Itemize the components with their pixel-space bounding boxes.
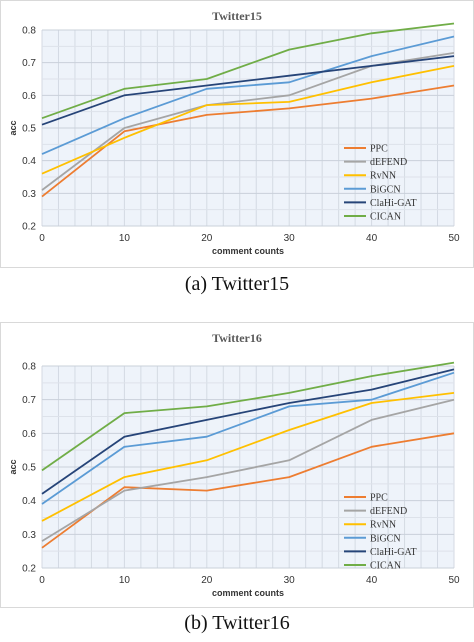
legend-label-bigcn: BiGCN (370, 184, 401, 195)
chart-twitter15: Twitter15 0.2 0.3 0.4 0.5 0.6 0.7 0.8 0 10 20 30 40 5… (0, 0, 474, 268)
chart-panel-twitter16: Twitter16 0.2 0.3 0.4 0.5 0.6 0.7 0.8 0 10 20 30 40 5… (0, 322, 474, 608)
legend-label-defend: dEFEND (370, 506, 407, 517)
x-axis-label: comment counts (212, 588, 284, 598)
series-line-cican (41, 361, 455, 472)
series-line-clahi-gat (41, 55, 455, 126)
y-tick-label: 0.7 (22, 395, 36, 406)
x-tick-label: 50 (448, 233, 460, 244)
x-tick-label: 50 (448, 575, 460, 586)
y-tick-label: 0.6 (22, 91, 36, 102)
x-tick-label: 10 (119, 233, 131, 244)
x-tick-label: 0 (39, 233, 45, 244)
legend-label-clahi-gat: ClaHi-GAT (370, 547, 417, 558)
series-line-bigcn (41, 35, 455, 155)
legend-label-rvnn: RvNN (370, 171, 396, 182)
chart-title: Twitter15 (212, 9, 262, 23)
series-line-cican (41, 22, 455, 120)
y-tick-label: 0.5 (22, 124, 36, 135)
series-line-ppc (41, 84, 455, 198)
x-tick-label: 0 (39, 575, 45, 586)
y-tick-label: 0.4 (22, 156, 36, 167)
chart-title: Twitter16 (212, 331, 262, 345)
y-tick-label: 0.2 (22, 222, 36, 233)
x-tick-label: 30 (284, 575, 296, 586)
caption-twitter16: (b) Twitter16 (184, 612, 290, 634)
series-line-clahi-gat (41, 368, 455, 495)
legend-label-ppc: PPC (370, 144, 388, 155)
legend-label-ppc: PPC (370, 493, 388, 504)
x-tick-label: 20 (201, 233, 213, 244)
legend-label-rvnn: RvNN (370, 520, 396, 531)
x-tick-label: 30 (284, 233, 296, 244)
x-tick-label: 10 (119, 575, 131, 586)
y-tick-label: 0.3 (22, 189, 36, 200)
chart-twitter16: Twitter16 0.2 0.3 0.4 0.5 0.6 0.7 0.8 0 10 20 30 40 5… (0, 322, 474, 608)
x-tick-label: 40 (366, 233, 378, 244)
y-axis-label: acc (8, 120, 18, 135)
series-line-rvnn (41, 392, 455, 522)
legend-label-cican: CICAN (370, 561, 401, 572)
series-line-rvnn (41, 65, 455, 175)
y-tick-label: 0.6 (22, 429, 36, 440)
legend-label-bigcn: BiGCN (370, 533, 401, 544)
y-tick-label: 0.8 (22, 362, 36, 373)
series-line-defend (41, 398, 455, 542)
y-axis-label: acc (8, 459, 18, 474)
caption-twitter15: (a) Twitter15 (184, 273, 290, 295)
x-axis-label: comment counts (212, 246, 284, 256)
legend-label-cican: CICAN (370, 212, 401, 223)
y-tick-label: 0.4 (22, 496, 36, 507)
chart-panel-twitter15: Twitter15 0.2 0.3 0.4 0.5 0.6 0.7 0.8 0 10 20 30 40 5… (0, 0, 474, 268)
y-tick-label: 0.5 (22, 463, 36, 474)
y-tick-label: 0.3 (22, 530, 36, 541)
legend-label-clahi-gat: ClaHi-GAT (370, 198, 417, 209)
y-tick-label: 0.7 (22, 58, 36, 69)
y-tick-label: 0.2 (22, 564, 36, 575)
y-tick-label: 0.8 (22, 26, 36, 37)
series-line-bigcn (41, 371, 455, 505)
x-tick-label: 40 (366, 575, 378, 586)
x-tick-label: 20 (201, 575, 213, 586)
series-line-ppc (41, 432, 455, 549)
legend-label-defend: dEFEND (370, 157, 407, 168)
